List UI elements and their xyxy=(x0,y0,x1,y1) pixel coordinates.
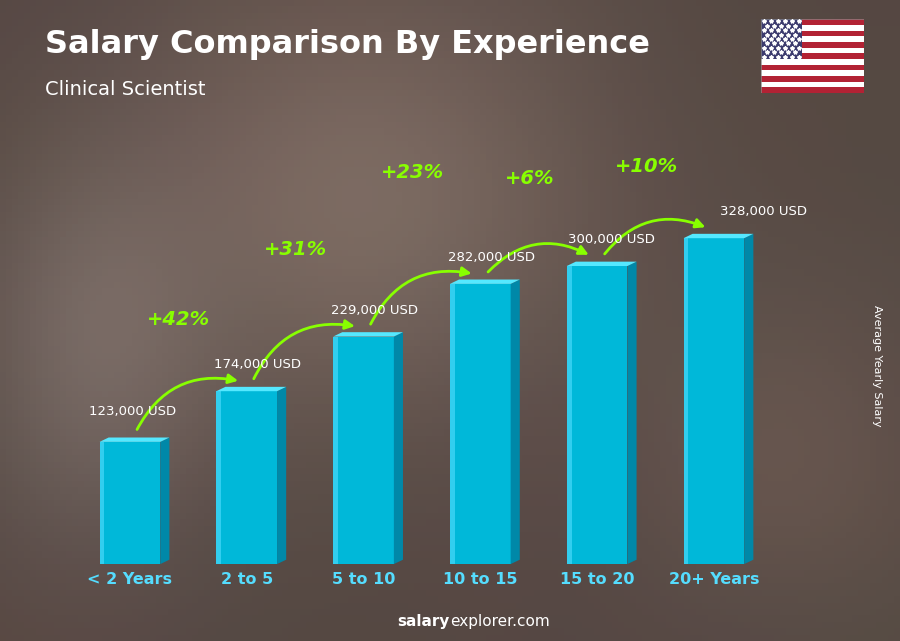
Bar xyxy=(760,87,864,93)
Polygon shape xyxy=(567,262,636,266)
Polygon shape xyxy=(160,438,169,564)
Bar xyxy=(760,47,864,53)
Bar xyxy=(760,81,864,87)
Text: 300,000 USD: 300,000 USD xyxy=(568,233,655,246)
Bar xyxy=(567,266,627,564)
Bar xyxy=(760,25,864,31)
Bar xyxy=(100,442,160,564)
Bar xyxy=(683,238,744,564)
Text: Clinical Scientist: Clinical Scientist xyxy=(45,80,205,99)
Text: 229,000 USD: 229,000 USD xyxy=(331,304,418,317)
Polygon shape xyxy=(744,234,753,564)
Bar xyxy=(333,337,394,564)
Polygon shape xyxy=(100,438,169,442)
Bar xyxy=(567,266,572,564)
Text: +23%: +23% xyxy=(381,163,444,182)
Text: 174,000 USD: 174,000 USD xyxy=(214,358,301,371)
Polygon shape xyxy=(450,279,520,284)
Bar xyxy=(216,391,277,564)
Text: +10%: +10% xyxy=(615,157,678,176)
Text: 282,000 USD: 282,000 USD xyxy=(447,251,535,264)
Bar xyxy=(760,31,864,37)
Text: salary: salary xyxy=(398,615,450,629)
Bar xyxy=(760,37,864,42)
Text: +6%: +6% xyxy=(505,169,554,188)
Bar xyxy=(760,53,864,59)
Bar xyxy=(450,284,454,564)
Polygon shape xyxy=(683,234,753,238)
Bar xyxy=(760,59,864,65)
Text: explorer.com: explorer.com xyxy=(450,615,550,629)
Bar xyxy=(760,19,802,59)
Polygon shape xyxy=(394,332,403,564)
Polygon shape xyxy=(627,262,636,564)
Text: Average Yearly Salary: Average Yearly Salary xyxy=(872,304,883,426)
Bar xyxy=(760,71,864,76)
Bar xyxy=(450,284,510,564)
Polygon shape xyxy=(216,387,286,391)
Text: 123,000 USD: 123,000 USD xyxy=(89,405,176,418)
Bar xyxy=(760,76,864,81)
Text: +42%: +42% xyxy=(148,310,211,329)
Polygon shape xyxy=(277,387,286,564)
Polygon shape xyxy=(510,279,520,564)
Bar xyxy=(760,42,864,47)
Text: Salary Comparison By Experience: Salary Comparison By Experience xyxy=(45,29,650,60)
Bar xyxy=(683,238,688,564)
Bar xyxy=(760,19,864,25)
Bar xyxy=(333,337,338,564)
Text: 328,000 USD: 328,000 USD xyxy=(720,205,806,219)
Bar xyxy=(760,65,864,71)
Polygon shape xyxy=(333,332,403,337)
Text: +31%: +31% xyxy=(265,240,328,258)
Bar xyxy=(100,442,104,564)
Bar xyxy=(216,391,221,564)
